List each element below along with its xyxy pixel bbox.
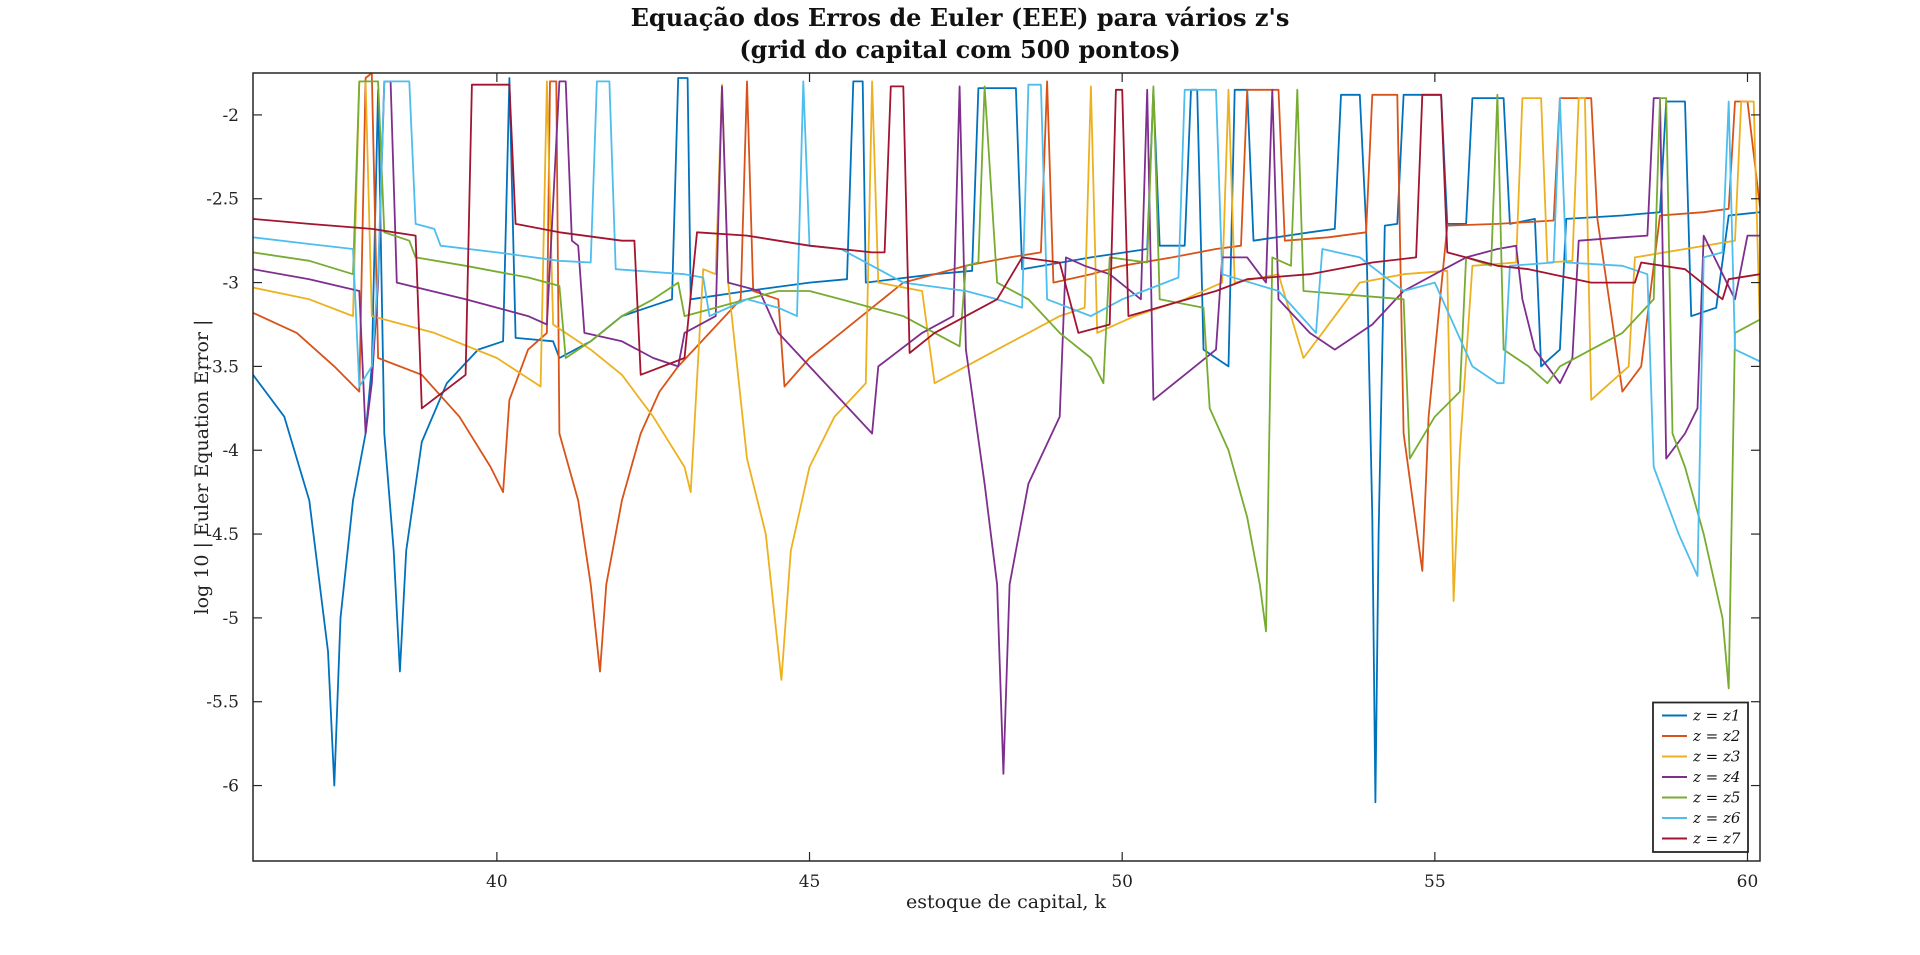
x-tick-label: 50 (1111, 872, 1133, 892)
series-line-2 (253, 73, 1760, 673)
plot-border (252, 72, 1761, 862)
ticks-layer: 40 45 50 55 60 -2 -2.5 -3 -3.5 -4 -4.5 -5 -5.5 -6 (206, 73, 1760, 892)
y-tick-label: -4.5 (206, 525, 239, 545)
legend-entry-6: z = z6 (1692, 809, 1741, 827)
y-tick-label: -4 (222, 441, 239, 461)
title-block: Equação dos Erros de Euler (EEE) para vá… (0, 2, 1920, 66)
x-axis-label: estoque de capital, k (906, 891, 1107, 913)
legend: z = z1 z = z2 z = z3 z = z4 z = z5 z = z6 z = … (1652, 701, 1749, 853)
x-tick-label: 55 (1424, 872, 1446, 892)
x-tick-label: 60 (1737, 872, 1759, 892)
x-tick-label: 40 (486, 872, 508, 892)
series-line-5 (253, 80, 1760, 690)
series-line-1 (253, 77, 1760, 804)
legend-entry-2: z = z2 (1692, 727, 1740, 745)
series-layer (253, 73, 1760, 804)
series-line-6 (253, 80, 1760, 577)
y-tick-label: -2.5 (206, 190, 239, 210)
y-tick-label: -5 (222, 609, 239, 629)
legend-entry-4: z = z4 (1692, 768, 1740, 786)
y-tick-label: -2 (222, 106, 239, 126)
legend-entry-1: z = z1 (1692, 707, 1740, 725)
series-line-4 (253, 80, 1760, 775)
y-tick-label: -6 (222, 777, 239, 797)
plot-area (253, 73, 1760, 861)
y-tick-label: -3 (222, 274, 239, 294)
series-line-3 (253, 80, 1760, 681)
series-line-7 (253, 83, 1760, 410)
chart-subtitle: (grid do capital com 500 pontos) (739, 35, 1181, 64)
legend-entry-7: z = z7 (1692, 830, 1741, 848)
x-tick-label: 45 (799, 872, 821, 892)
y-tick-label: -5.5 (206, 693, 239, 713)
y-axis-label: log 10 | Euler Equation Error | (191, 320, 213, 615)
y-tick-label: -3.5 (206, 357, 239, 377)
legend-entry-3: z = z3 (1692, 748, 1740, 766)
legend-entry-5: z = z5 (1692, 789, 1740, 807)
chart-title: Equação dos Erros de Euler (EEE) para vá… (630, 3, 1290, 32)
